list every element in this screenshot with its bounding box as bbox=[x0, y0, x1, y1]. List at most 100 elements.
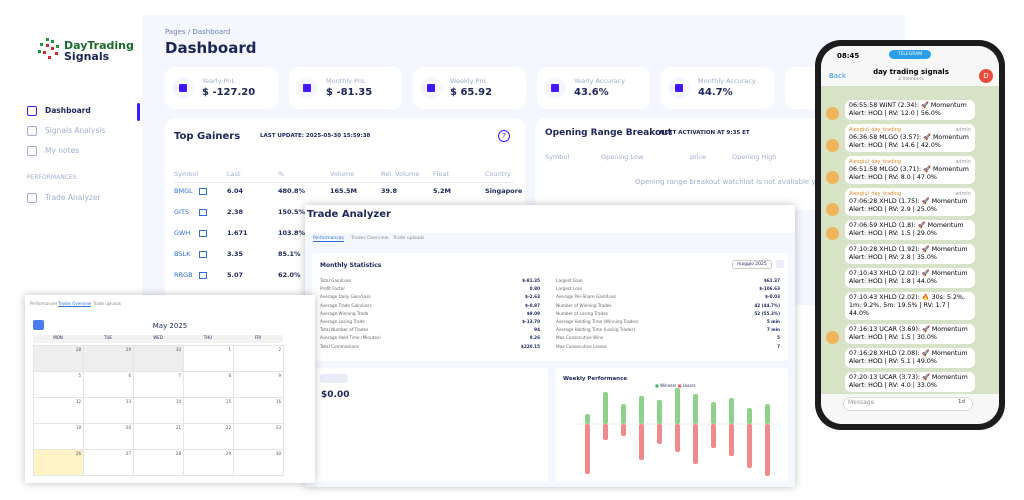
day-number: 19 bbox=[75, 425, 81, 430]
day-cell[interactable]: 28 bbox=[133, 449, 184, 476]
day-cell[interactable]: 26 bbox=[33, 449, 84, 476]
chart-icon[interactable] bbox=[199, 188, 207, 195]
nav-item[interactable]: Trade Analyzer bbox=[45, 193, 101, 202]
nav-icon[interactable] bbox=[27, 126, 37, 136]
day-cell[interactable]: 20 bbox=[83, 423, 134, 450]
day-cell[interactable]: 23 bbox=[233, 423, 284, 450]
day-cell[interactable]: 14 bbox=[133, 397, 184, 424]
message-bubble[interactable]: Alexgiul_day_trading admin 06:36:58 MLGO (… bbox=[845, 124, 975, 152]
day-cell[interactable]: 28 bbox=[33, 345, 84, 372]
day-cell[interactable]: 13 bbox=[83, 397, 134, 424]
input-box[interactable] bbox=[843, 397, 973, 411]
message-bubble[interactable]: 07:10:43 XHLD (2.02): 🚀 Momentum Alert: … bbox=[845, 268, 975, 288]
avatar[interactable] bbox=[826, 227, 839, 240]
tab[interactable]: Performances bbox=[30, 301, 58, 306]
day-cell[interactable]: 16 bbox=[233, 397, 284, 424]
bar bbox=[657, 400, 662, 424]
avatar[interactable] bbox=[826, 107, 839, 120]
avatar[interactable] bbox=[826, 139, 839, 152]
message-bubble[interactable]: 07:10:43 XHLD (2.02): 🔥 30s: 5.2%, 1m: 9… bbox=[845, 292, 975, 320]
chat-avatar[interactable]: D bbox=[979, 69, 993, 83]
day-cell[interactable]: 27 bbox=[83, 449, 134, 476]
stat-name: Total Commissions bbox=[320, 343, 359, 349]
day-cell[interactable]: 22 bbox=[183, 423, 234, 450]
bar bbox=[657, 424, 662, 444]
symbol-link[interactable]: GITS bbox=[174, 208, 190, 216]
back-button[interactable]: Back bbox=[829, 72, 846, 80]
day-cell[interactable]: 8 bbox=[183, 371, 234, 398]
sender-role: admin bbox=[955, 127, 971, 133]
stat-value: $-81.35 bbox=[522, 278, 540, 283]
symbol-link[interactable]: BSLK bbox=[174, 250, 191, 258]
day-cell[interactable]: 30 bbox=[233, 449, 284, 476]
day-cell[interactable]: 15 bbox=[183, 397, 234, 424]
sender-role: admin bbox=[955, 191, 971, 197]
message-bubble[interactable]: 07:20:13 UCAR (3.73): 🚀 Momentum Alert: … bbox=[845, 372, 975, 392]
prev-button[interactable] bbox=[33, 320, 44, 330]
day-cell[interactable]: 30 bbox=[133, 345, 184, 372]
calendar-button[interactable] bbox=[776, 260, 784, 268]
day-number: 30 bbox=[175, 347, 181, 352]
day-cell[interactable]: 12 bbox=[33, 397, 84, 424]
message-bubble[interactable]: 07:10:28 XHLD (1.92): 🚀 Momentum Alert: … bbox=[845, 244, 975, 264]
symbol-link[interactable]: BMGL bbox=[174, 187, 193, 195]
message-bubble[interactable]: 07:16:13 UCAR (3.69): 🚀 Momentum Alert: … bbox=[845, 324, 975, 344]
avatar[interactable] bbox=[826, 331, 839, 344]
day-cell[interactable]: 29 bbox=[83, 345, 134, 372]
symbol-link[interactable]: GWH bbox=[174, 229, 191, 237]
tab[interactable]: Trade uploads bbox=[393, 236, 425, 241]
avatar[interactable] bbox=[826, 203, 839, 216]
stat-name: Average Holding Time (Losing Trades) bbox=[556, 327, 636, 333]
day-cell[interactable]: 2 bbox=[233, 345, 284, 372]
day-cell[interactable]: 6 bbox=[83, 371, 134, 398]
nav-item[interactable]: Dashboard bbox=[45, 106, 91, 115]
chart-icon[interactable] bbox=[199, 272, 207, 279]
day-cell[interactable]: 7 bbox=[133, 371, 184, 398]
nav-icon[interactable] bbox=[27, 106, 37, 116]
stat-value: 52 (55.3%) bbox=[754, 310, 780, 316]
avatar[interactable] bbox=[826, 171, 839, 184]
chart-icon[interactable] bbox=[199, 230, 207, 237]
nav-item[interactable]: My notes bbox=[45, 146, 80, 155]
app-badge: TELEGRAM bbox=[889, 50, 931, 59]
message-bubble[interactable]: 07:16:28 XHLD (2.08): 🚀 Momentum Alert: … bbox=[845, 348, 975, 368]
tab[interactable]: Trades Overview bbox=[351, 236, 389, 241]
day-cell[interactable]: 29 bbox=[183, 449, 234, 476]
bar bbox=[585, 424, 590, 474]
stat-card: Yearly Accuracy 43.6% bbox=[537, 67, 650, 109]
day-cell[interactable]: 1 bbox=[183, 345, 234, 372]
nav-icon[interactable] bbox=[27, 146, 37, 156]
message-bubble[interactable]: Alexgiul_day_trading admin 06:51:58 MLGO (… bbox=[845, 156, 975, 184]
nav-item[interactable]: Signals Analysis bbox=[45, 126, 106, 135]
stat-icon-glyph bbox=[427, 84, 435, 92]
stat-value: $-0.03 bbox=[765, 294, 780, 300]
bar bbox=[675, 388, 680, 424]
tab[interactable]: Performances bbox=[313, 236, 344, 242]
message-bubble[interactable]: 07:06:59 XHLD (1.8): 🚀 Momentum Alert: H… bbox=[845, 220, 975, 240]
tab[interactable]: Trade uploads bbox=[93, 301, 121, 306]
stat-value: 94 bbox=[534, 327, 540, 333]
nav-icon[interactable] bbox=[27, 193, 37, 203]
tab[interactable]: Trades Overview bbox=[58, 301, 92, 307]
month-select[interactable]: maggio 2025 bbox=[732, 260, 772, 269]
chart-icon[interactable] bbox=[199, 209, 207, 216]
stat-value: 44.7% bbox=[698, 87, 733, 98]
day-cell[interactable]: 21 bbox=[133, 423, 184, 450]
column-header: price bbox=[690, 153, 707, 161]
message-bubble[interactable]: 06:55:58 WINT (2.34): 🚀 Momentum Alert: … bbox=[845, 100, 975, 120]
cell: 480.8% bbox=[278, 187, 306, 195]
stat-name: Largest Loss bbox=[556, 286, 583, 292]
day-number: 21 bbox=[175, 425, 181, 430]
cell: 85.1% bbox=[278, 250, 301, 258]
day-cell[interactable]: 9 bbox=[233, 371, 284, 398]
symbol-link[interactable]: RRGB bbox=[174, 271, 193, 279]
day-cell[interactable]: 19 bbox=[33, 423, 84, 450]
chart-icon[interactable] bbox=[199, 251, 207, 258]
calendar-title: May 2025 bbox=[152, 322, 188, 330]
sender-name: Alexgiul_day_trading bbox=[849, 159, 902, 165]
day-cell[interactable]: 5 bbox=[33, 371, 84, 398]
help-button[interactable]: ? bbox=[498, 130, 510, 142]
stat-name: Average Winning Trade bbox=[320, 310, 369, 316]
message-bubble[interactable]: Alexgiul_day_trading admin 07:06:28 XHLD (… bbox=[845, 188, 975, 216]
day-number: 9 bbox=[278, 373, 281, 378]
